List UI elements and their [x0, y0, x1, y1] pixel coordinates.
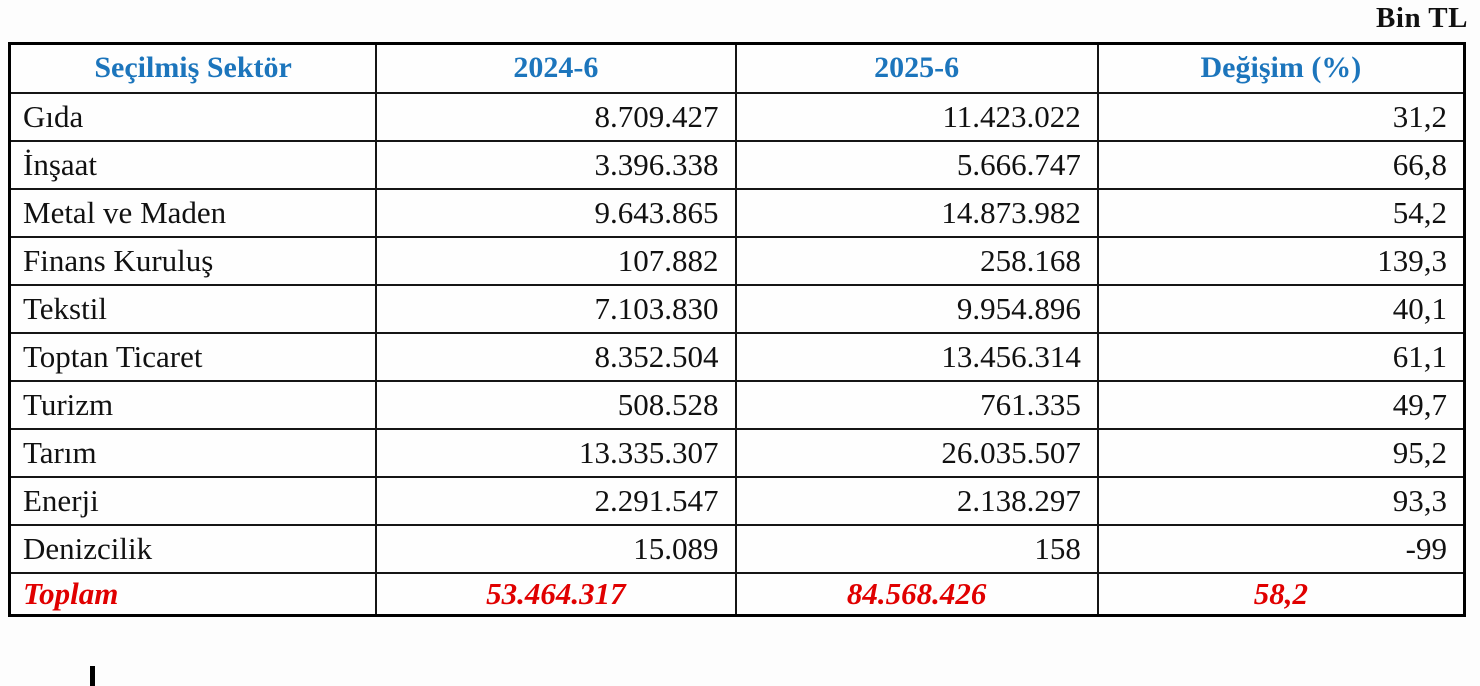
unit-label: Bin TL	[1376, 2, 1468, 34]
sector-name: Finans Kuruluş	[8, 235, 378, 286]
sector-name: Toptan Ticaret	[8, 331, 378, 382]
value-change: 93,3	[1096, 475, 1466, 526]
value-change: 49,7	[1096, 379, 1466, 430]
table-header-row: Seçilmiş Sektör 2024-6 2025-6 Değişim (%…	[8, 42, 1466, 94]
table-row: Tekstil 7.103.830 9.954.896 40,1	[8, 283, 1466, 334]
sector-name: Tarım	[8, 427, 378, 478]
table-row: Toptan Ticaret 8.352.504 13.456.314 61,1	[8, 331, 1466, 382]
value-2025-6: 26.035.507	[734, 427, 1099, 478]
value-2024-6: 7.103.830	[375, 283, 737, 334]
value-change: 95,2	[1096, 427, 1466, 478]
value-change: 66,8	[1096, 139, 1466, 190]
table-row: Metal ve Maden 9.643.865 14.873.982 54,2	[8, 187, 1466, 238]
text-cursor	[90, 666, 95, 686]
col-header-sector: Seçilmiş Sektör	[8, 42, 378, 94]
value-2024-6: 508.528	[375, 379, 737, 430]
value-2025-6: 5.666.747	[734, 139, 1099, 190]
value-2025-6: 13.456.314	[734, 331, 1099, 382]
value-2024-6: 3.396.338	[375, 139, 737, 190]
total-change-value: 58,2	[1096, 571, 1466, 617]
value-change: 61,1	[1096, 331, 1466, 382]
value-change: 54,2	[1096, 187, 1466, 238]
value-change: 31,2	[1096, 91, 1466, 142]
value-change: 139,3	[1096, 235, 1466, 286]
total-label: Toplam	[8, 571, 378, 617]
total-2025-6-value: 84.568.426	[734, 571, 1099, 617]
sector-name: Enerji	[8, 475, 378, 526]
table-row: Finans Kuruluş 107.882 258.168 139,3	[8, 235, 1466, 286]
table-row: Denizcilik 15.089 158 -99	[8, 523, 1466, 574]
total-2024-6-value: 53.464.317	[375, 571, 737, 617]
table-row: İnşaat 3.396.338 5.666.747 66,8	[8, 139, 1466, 190]
table-row: Tarım 13.335.307 26.035.507 95,2	[8, 427, 1466, 478]
value-2025-6: 9.954.896	[734, 283, 1099, 334]
table-row: Gıda 8.709.427 11.423.022 31,2	[8, 91, 1466, 142]
sector-table: Seçilmiş Sektör 2024-6 2025-6 Değişim (%…	[8, 42, 1466, 617]
value-2024-6: 8.709.427	[375, 91, 737, 142]
col-header-2024-6: 2024-6	[375, 42, 737, 94]
table-row: Turizm 508.528 761.335 49,7	[8, 379, 1466, 430]
sector-name: Gıda	[8, 91, 378, 142]
value-2024-6: 2.291.547	[375, 475, 737, 526]
value-2025-6: 761.335	[734, 379, 1099, 430]
value-2024-6: 13.335.307	[375, 427, 737, 478]
value-2025-6: 14.873.982	[734, 187, 1099, 238]
value-2024-6: 15.089	[375, 523, 737, 574]
table-row: Enerji 2.291.547 2.138.297 93,3	[8, 475, 1466, 526]
value-2024-6: 107.882	[375, 235, 737, 286]
total-row: Toplam 53.464.317 84.568.426 58,2	[8, 571, 1466, 617]
value-2024-6: 9.643.865	[375, 187, 737, 238]
sector-name: Tekstil	[8, 283, 378, 334]
sector-name: Metal ve Maden	[8, 187, 378, 238]
sector-name: Denizcilik	[8, 523, 378, 574]
col-header-change: Değişim (%)	[1096, 42, 1466, 94]
sector-name: İnşaat	[8, 139, 378, 190]
value-2025-6: 2.138.297	[734, 475, 1099, 526]
value-2025-6: 11.423.022	[734, 91, 1099, 142]
value-change: 40,1	[1096, 283, 1466, 334]
value-2024-6: 8.352.504	[375, 331, 737, 382]
sector-name: Turizm	[8, 379, 378, 430]
col-header-2025-6: 2025-6	[734, 42, 1099, 94]
value-2025-6: 258.168	[734, 235, 1099, 286]
value-2025-6: 158	[734, 523, 1099, 574]
value-change: -99	[1096, 523, 1466, 574]
